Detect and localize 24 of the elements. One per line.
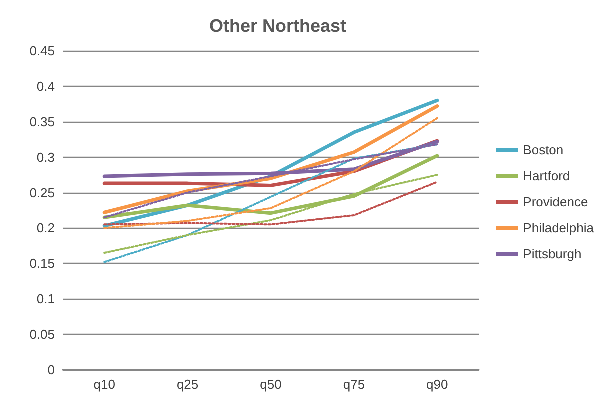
legend-label: Providence — [523, 194, 588, 210]
x-tick-label: q25 — [176, 377, 199, 392]
y-tick-label: 0.15 — [30, 256, 55, 272]
y-tick-label: 0.3 — [36, 150, 55, 165]
legend-label: Pittsburgh — [523, 246, 582, 262]
x-tick-label: q10 — [94, 377, 116, 392]
x-tick-label: q50 — [260, 377, 282, 392]
y-tick-label: 0.45 — [30, 44, 55, 58]
legend-label: Philadelphia — [523, 220, 595, 236]
chart-title: Other Northeast — [209, 16, 347, 36]
legend-label: Boston — [523, 142, 564, 158]
y-tick-label: 0.4 — [36, 78, 55, 94]
y-tick-label: 0.2 — [36, 220, 55, 236]
y-tick-label: 0.1 — [36, 292, 55, 307]
legend-label: Hartford — [523, 168, 570, 184]
y-tick-label: 0.05 — [30, 327, 55, 342]
x-tick-label: q90 — [426, 377, 448, 392]
line-series — [104, 181, 438, 226]
line-series — [104, 117, 438, 230]
y-tick-label: 0.35 — [30, 114, 55, 130]
x-tick-label: q75 — [343, 377, 366, 392]
y-tick-label: 0 — [48, 362, 55, 378]
line-series — [104, 144, 438, 264]
y-tick-label: 0.25 — [30, 185, 55, 200]
